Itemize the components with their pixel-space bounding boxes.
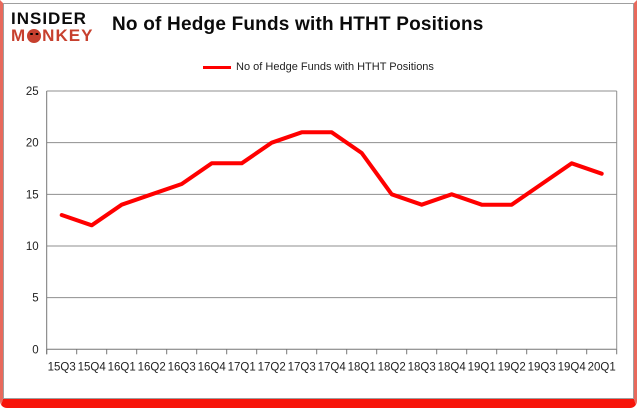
y-tick-label: 25	[26, 86, 39, 98]
x-tick-label: 19Q2	[498, 361, 526, 373]
x-tick-label: 18Q4	[438, 361, 467, 373]
x-tick-label: 20Q1	[588, 361, 616, 373]
x-tick-label: 19Q3	[528, 361, 556, 373]
logo-line-insider: INSIDER	[11, 9, 87, 28]
legend-label: No of Hedge Funds with HTHT Positions	[236, 61, 434, 73]
x-tick-label: 16Q2	[138, 361, 166, 373]
chart-title: No of Hedge Funds with HTHT Positions	[112, 14, 484, 35]
x-tick-label: 17Q1	[228, 361, 256, 373]
x-tick-label: 15Q3	[48, 361, 76, 373]
logo-monkey-pre: M	[11, 26, 27, 45]
y-tick-label: 10	[26, 241, 39, 253]
y-tick-label: 0	[32, 344, 38, 356]
x-tick-label: 18Q1	[348, 361, 376, 373]
logo-line-monkey: MONKEY	[11, 27, 93, 44]
x-tick-label: 17Q4	[318, 361, 347, 373]
x-tick-label: 18Q3	[408, 361, 436, 373]
y-tick-label: 5	[32, 293, 38, 305]
x-tick-label: 17Q2	[258, 361, 286, 373]
x-tick-label: 18Q2	[378, 361, 406, 373]
x-tick-label: 15Q4	[78, 361, 107, 373]
x-tick-label: 17Q3	[288, 361, 316, 373]
y-tick-label: 20	[26, 138, 39, 150]
series-line	[59, 130, 604, 228]
insider-monkey-logo: INSIDER MONKEY	[11, 10, 93, 44]
x-tick-label: 19Q1	[468, 361, 496, 373]
x-tick-label: 19Q4	[558, 361, 587, 373]
legend-line-swatch	[203, 65, 232, 69]
chart-card-inner: INSIDER MONKEY No of Hedge Funds with HT…	[3, 3, 634, 399]
x-tick-label: 16Q4	[198, 361, 227, 373]
monkey-face-icon: O	[27, 28, 42, 43]
logo-monkey-post: NKEY	[42, 26, 94, 45]
x-tick-label: 16Q1	[108, 361, 136, 373]
x-tick-label: 16Q3	[168, 361, 196, 373]
legend: No of Hedge Funds with HTHT Positions	[4, 61, 633, 73]
y-tick-label: 15	[26, 189, 39, 201]
